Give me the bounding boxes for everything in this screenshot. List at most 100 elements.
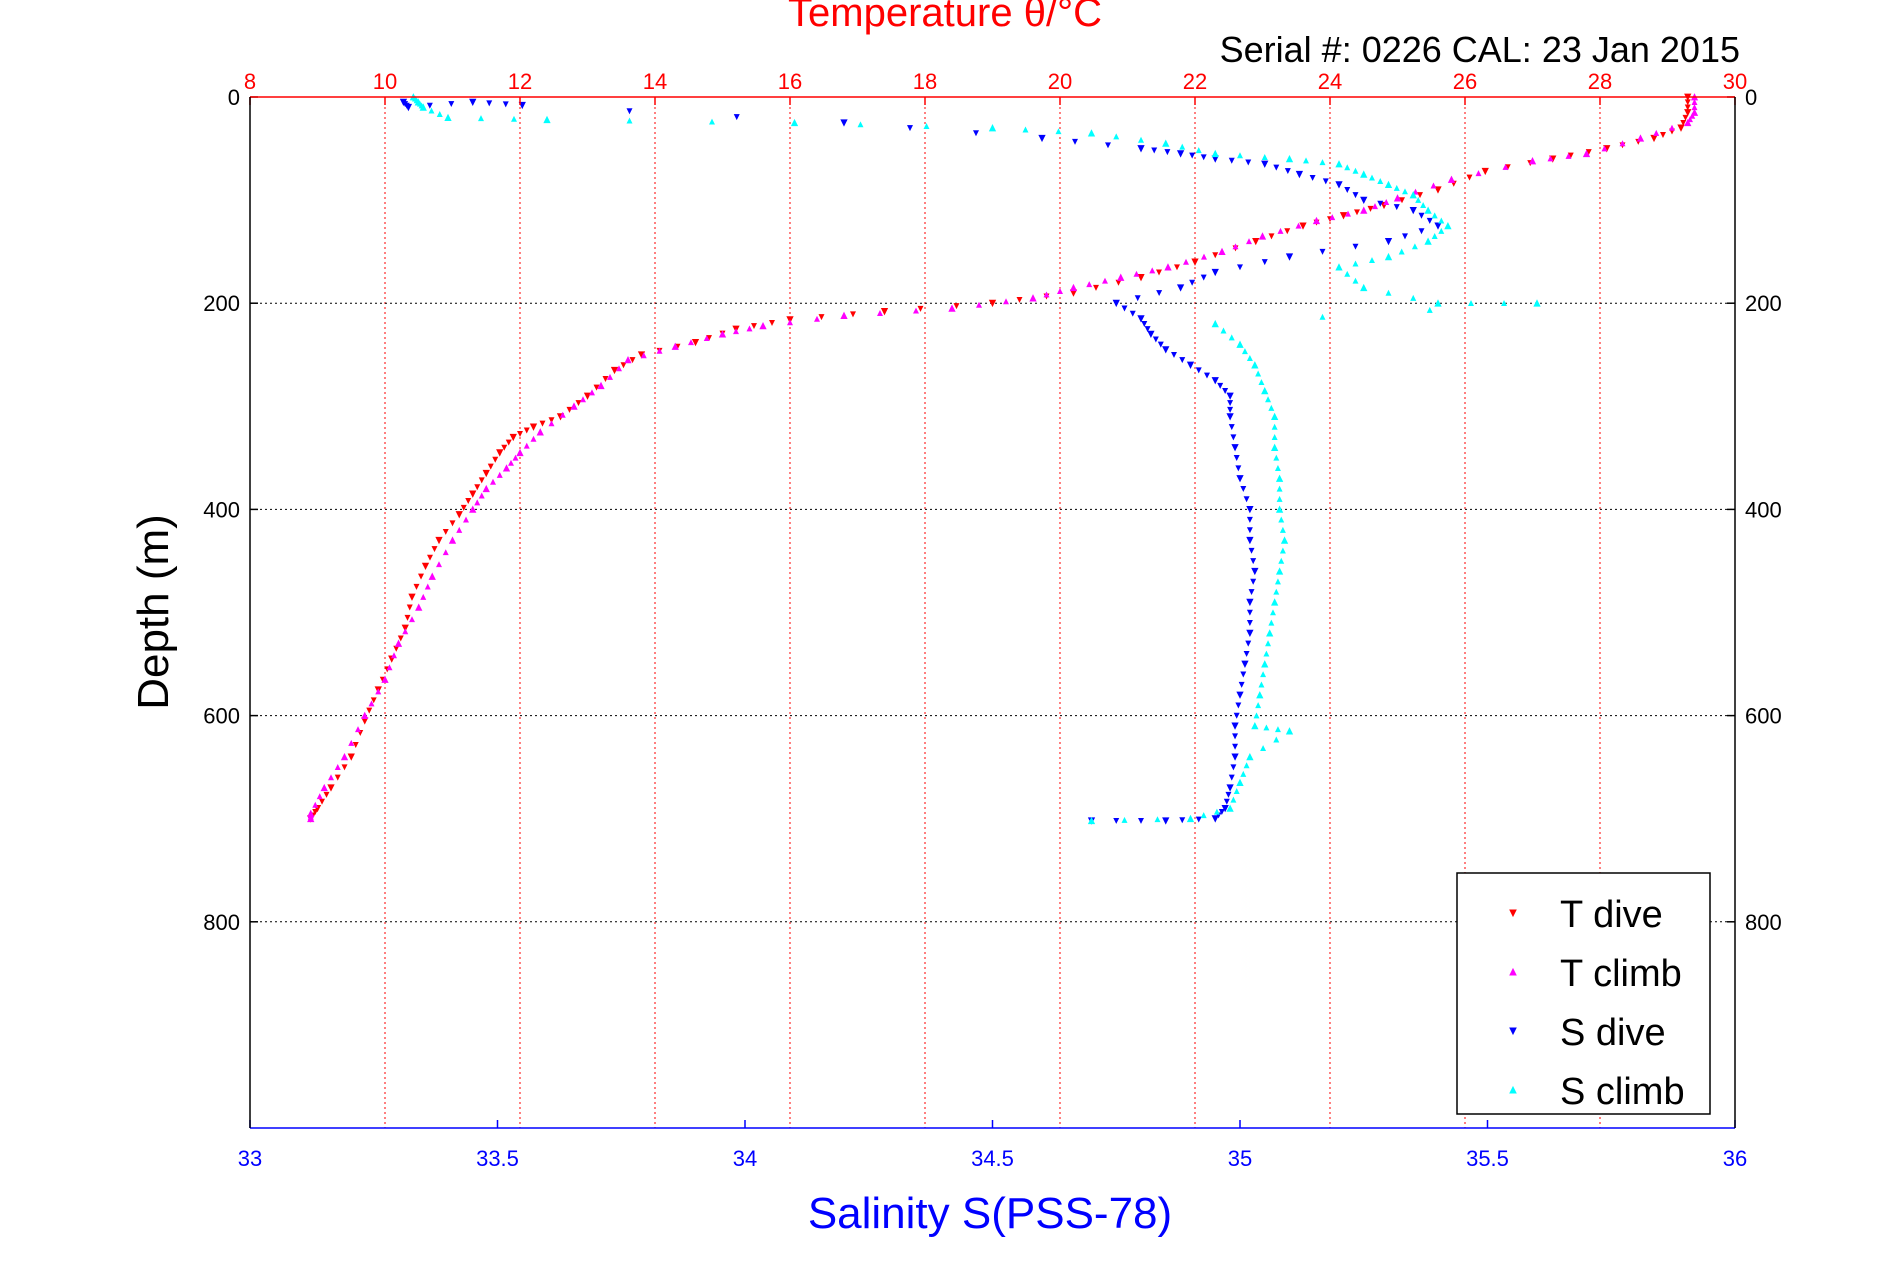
x-bottom-tick-label: 33: [238, 1146, 262, 1171]
data-point: [1256, 691, 1264, 699]
data-point: [1322, 178, 1329, 185]
data-point: [1231, 444, 1239, 452]
data-point: [1232, 743, 1239, 750]
data-point: [1228, 774, 1235, 781]
data-point: [465, 498, 472, 504]
data-point: [1352, 243, 1359, 250]
data-point: [1426, 306, 1433, 313]
data-point: [1211, 377, 1219, 385]
x-top-tick-label: 12: [508, 69, 532, 94]
y-tick-label-left: 0: [228, 85, 240, 110]
data-point: [1231, 722, 1239, 730]
chart-subtitle: Serial #: 0226 CAL: 23 Jan 2015: [1220, 29, 1740, 70]
data-point: [1236, 778, 1244, 787]
data-point: [691, 338, 700, 347]
data-point: [530, 435, 537, 442]
data-point: [656, 347, 663, 354]
data-point: [1232, 243, 1239, 250]
data-point: [1226, 413, 1234, 421]
data-point: [334, 774, 341, 781]
data-point: [1284, 168, 1291, 175]
data-point: [482, 484, 490, 493]
data-point: [401, 624, 409, 632]
data-point: [1201, 253, 1207, 260]
data-point: [474, 484, 481, 491]
data-point: [1372, 203, 1378, 210]
data-point: [1038, 134, 1046, 143]
data-point: [626, 117, 633, 124]
data-point: [1438, 217, 1445, 224]
data-point: [1183, 258, 1189, 265]
data-point: [1438, 227, 1445, 234]
x-top-tick-label: 18: [913, 69, 937, 94]
data-point: [593, 384, 600, 391]
data-point: [1420, 202, 1427, 209]
data-point: [1344, 164, 1351, 171]
data-point: [1565, 152, 1572, 159]
data-point: [1339, 212, 1348, 220]
data-point: [1669, 124, 1675, 131]
data-point: [1248, 547, 1255, 554]
data-point: [1266, 629, 1274, 637]
data-point: [1250, 558, 1257, 565]
data-point: [1245, 159, 1252, 166]
data-point: [1260, 745, 1267, 752]
data-point: [575, 400, 582, 407]
data-point: [1383, 198, 1390, 205]
y-tick-label-left: 800: [203, 910, 240, 935]
data-point: [818, 314, 825, 321]
data-point: [402, 628, 409, 635]
data-point: [1690, 108, 1699, 116]
data-point: [1352, 277, 1359, 284]
legend-label-s-dive: S dive: [1560, 1012, 1666, 1054]
data-point: [583, 392, 592, 400]
data-point: [1255, 370, 1262, 377]
data-point: [1399, 197, 1405, 204]
data-point: [1271, 434, 1278, 441]
data-point: [1273, 588, 1280, 595]
data-point: [1367, 205, 1374, 212]
data-point: [1057, 288, 1063, 294]
data-point: [409, 616, 415, 623]
data-point: [1213, 808, 1220, 815]
data-point: [880, 308, 889, 316]
data-point: [718, 330, 727, 338]
data-point: [1434, 299, 1442, 307]
data-point: [435, 536, 443, 545]
data-point: [1147, 330, 1155, 339]
data-point: [1689, 112, 1696, 119]
data-point: [620, 362, 627, 369]
data-point: [448, 101, 455, 108]
data-point: [1144, 326, 1151, 333]
data-point: [1528, 157, 1537, 165]
data-point: [1186, 814, 1195, 823]
data-point: [1240, 671, 1247, 678]
data-point: [640, 352, 647, 359]
x-top-tick-label: 20: [1048, 69, 1072, 94]
data-point: [1319, 313, 1326, 320]
data-point: [1157, 341, 1164, 348]
data-point: [1211, 149, 1219, 158]
data-point: [1176, 150, 1185, 158]
data-point: [1261, 259, 1268, 266]
data-point: [1240, 770, 1247, 777]
data-point: [1384, 180, 1393, 189]
data-point: [469, 490, 477, 498]
data-point: [1268, 233, 1275, 240]
data-point: [1271, 443, 1279, 451]
data-point: [1274, 578, 1281, 585]
data-point: [1243, 762, 1250, 769]
data-point: [671, 342, 679, 350]
data-point: [1352, 260, 1359, 267]
data-point: [348, 739, 355, 746]
data-point: [516, 448, 524, 457]
data-point: [976, 301, 982, 308]
data-point: [988, 299, 997, 308]
data-point: [548, 417, 555, 424]
data-point: [1087, 129, 1096, 137]
data-point: [1138, 136, 1144, 143]
data-point: [1274, 726, 1281, 733]
data-point: [1377, 178, 1384, 184]
data-point: [1447, 175, 1456, 183]
